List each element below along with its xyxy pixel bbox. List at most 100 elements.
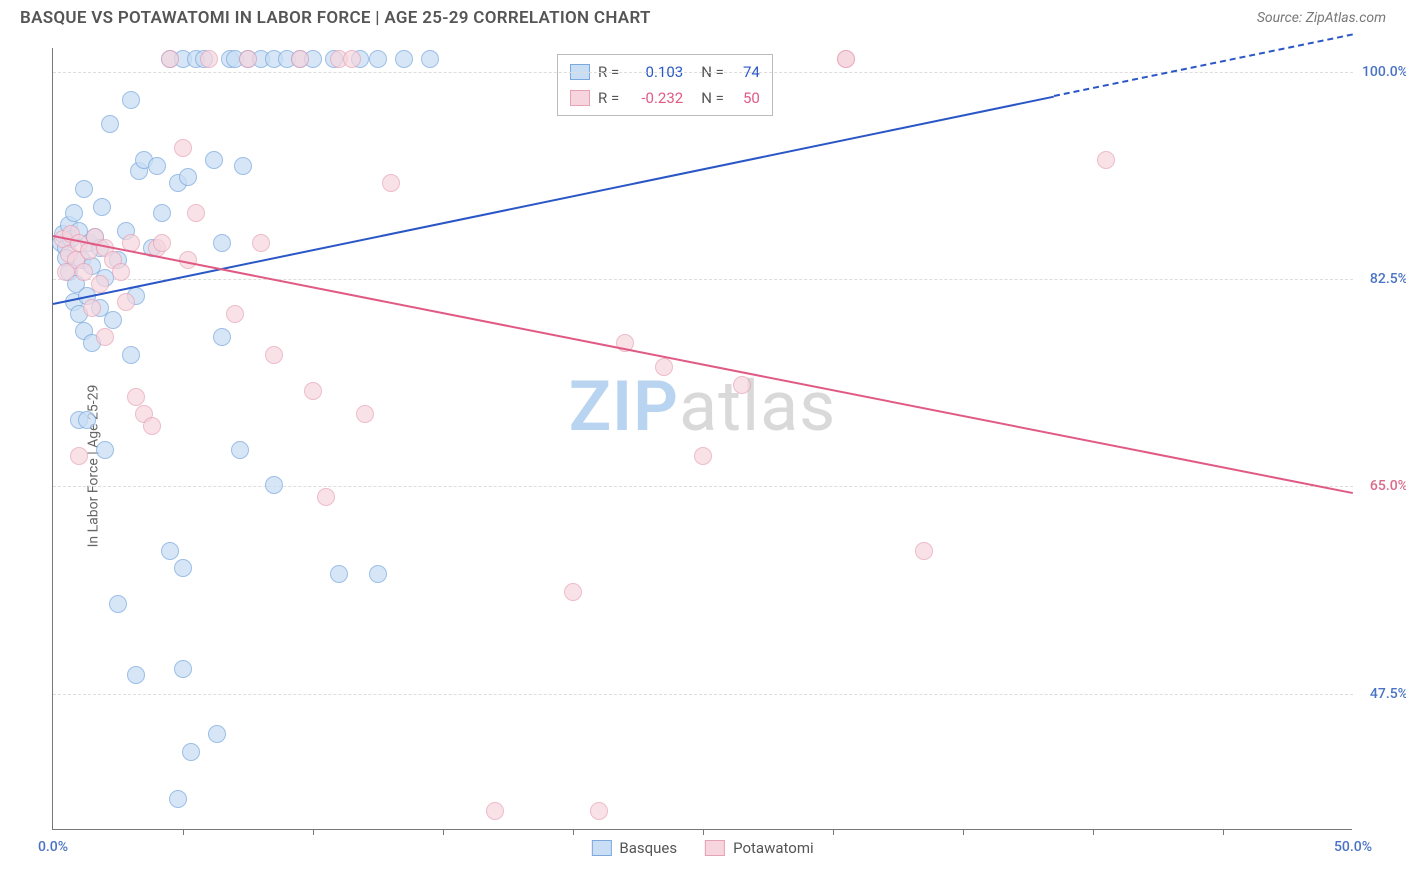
data-point [252, 234, 270, 252]
data-point [109, 595, 127, 613]
data-point [65, 204, 83, 222]
data-point [733, 376, 751, 394]
data-point [382, 174, 400, 192]
legend-swatch [570, 90, 590, 106]
data-point [590, 802, 608, 820]
correlation-legend: R =0.103N =74R =-0.232N =50 [557, 54, 773, 116]
legend-swatch [591, 840, 611, 856]
data-point [304, 382, 322, 400]
data-point [694, 447, 712, 465]
data-point [915, 542, 933, 560]
data-point [122, 346, 140, 364]
grid-line [53, 486, 1353, 487]
x-tick [963, 829, 964, 835]
r-value: -0.232 [627, 89, 683, 107]
data-point [75, 180, 93, 198]
data-point [93, 198, 111, 216]
data-point [101, 115, 119, 133]
y-grid-label: 47.5% [1370, 686, 1406, 702]
x-tick [443, 829, 444, 835]
watermark: ZIPatlas [569, 366, 837, 448]
data-point [91, 275, 109, 293]
data-point [153, 234, 171, 252]
plot-region: ZIPatlas R =0.103N =74R =-0.232N =50 Bas… [52, 48, 1352, 830]
trend-line-extrapolated [1054, 34, 1353, 98]
data-point [148, 157, 166, 175]
data-point [57, 263, 75, 281]
watermark-right: atlas [679, 366, 836, 448]
legend-row: R = -0.232 N = 50 [570, 85, 760, 111]
data-point [127, 666, 145, 684]
data-point [96, 441, 114, 459]
legend-swatch [705, 840, 725, 856]
x-tick [313, 829, 314, 835]
data-point [486, 802, 504, 820]
data-point [127, 388, 145, 406]
data-point [174, 660, 192, 678]
n-value: 50 [732, 89, 760, 107]
data-point [153, 204, 171, 222]
data-point [200, 50, 218, 68]
data-point [143, 417, 161, 435]
x-tick [1093, 829, 1094, 835]
data-point [208, 725, 226, 743]
data-point [265, 476, 283, 494]
data-point [83, 299, 101, 317]
x-tick [183, 829, 184, 835]
data-point [564, 583, 582, 601]
data-point [213, 328, 231, 346]
x-tick [703, 829, 704, 835]
data-point [369, 50, 387, 68]
x-tick [833, 829, 834, 835]
x-tick [1223, 829, 1224, 835]
legend-label: Potawatomi [733, 839, 814, 857]
source-prefix: Source: [1257, 10, 1306, 26]
data-point [182, 743, 200, 761]
r-label: R = [598, 89, 619, 107]
source-name: ZipAtlas.com [1306, 10, 1386, 26]
data-point [205, 151, 223, 169]
data-point [343, 50, 361, 68]
data-point [161, 50, 179, 68]
data-point [179, 168, 197, 186]
data-point [239, 50, 257, 68]
x-axis-label: 50.0% [1334, 839, 1372, 855]
data-point [117, 293, 135, 311]
data-point [112, 263, 130, 281]
data-point [187, 204, 205, 222]
y-grid-label: 65.0% [1370, 478, 1406, 494]
legend-label: Basques [619, 839, 677, 857]
x-tick [573, 829, 574, 835]
data-point [837, 50, 855, 68]
data-point [96, 328, 114, 346]
data-point [70, 447, 88, 465]
data-point [655, 358, 673, 376]
data-point [104, 311, 122, 329]
grid-line [53, 694, 1353, 695]
data-point [213, 234, 231, 252]
data-point [291, 50, 309, 68]
legend-item: Basques [591, 839, 677, 857]
grid-line [53, 279, 1353, 280]
source-attribution: Source: ZipAtlas.com [1257, 10, 1386, 26]
legend-item: Potawatomi [705, 839, 814, 857]
chart-title: BASQUE VS POTAWATOMI IN LABOR FORCE | AG… [20, 8, 651, 28]
n-label: N = [701, 89, 724, 107]
data-point [174, 139, 192, 157]
chart-area: In Labor Force | Age 25-29 ZIPatlas R =0… [0, 40, 1406, 892]
data-point [234, 157, 252, 175]
data-point [174, 559, 192, 577]
watermark-left: ZIP [569, 366, 679, 448]
data-point [265, 346, 283, 364]
y-grid-label: 100.0% [1362, 64, 1406, 80]
data-point [356, 405, 374, 423]
y-grid-label: 82.5% [1370, 271, 1406, 287]
header: BASQUE VS POTAWATOMI IN LABOR FORCE | AG… [0, 0, 1406, 34]
data-point [421, 50, 439, 68]
x-axis-label: 0.0% [38, 839, 68, 855]
data-point [369, 565, 387, 583]
data-point [161, 542, 179, 560]
data-point [231, 441, 249, 459]
data-point [78, 411, 96, 429]
data-point [1097, 151, 1115, 169]
